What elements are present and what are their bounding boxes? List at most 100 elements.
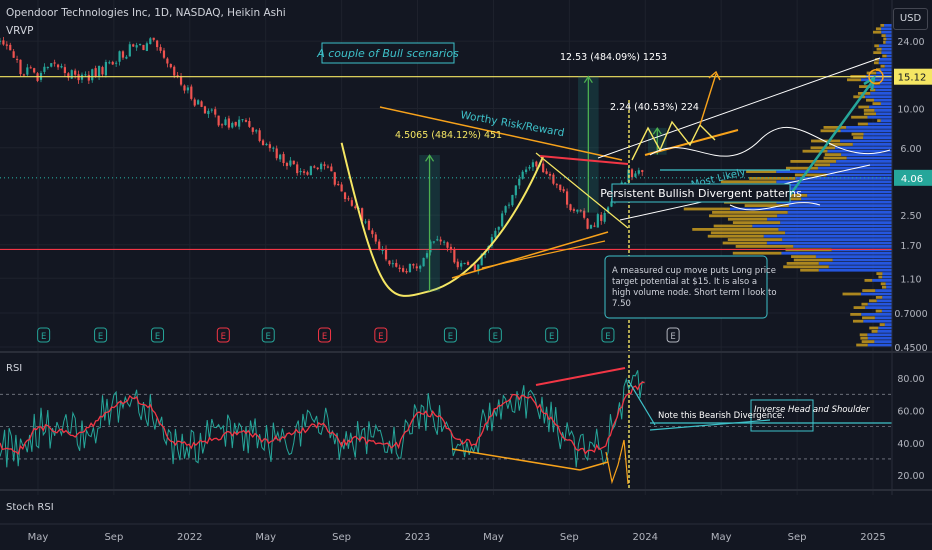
candle-body xyxy=(384,248,388,260)
candle-body xyxy=(224,119,227,125)
volume-profile-bar-up xyxy=(846,126,892,129)
volume-profile-bar-up xyxy=(766,241,892,245)
candle-body xyxy=(279,154,282,160)
volume-profile-bar-down xyxy=(732,251,782,255)
volume-profile-bar-down xyxy=(869,299,877,303)
candle-body xyxy=(91,69,94,81)
label-box-bull-scenarios xyxy=(321,42,455,64)
candle-body xyxy=(156,40,159,48)
label-persistent-divergence: Persistent Bullish Divergent patterns xyxy=(600,187,802,200)
candle-body xyxy=(275,148,278,159)
volume-profile-bar-down xyxy=(709,214,778,218)
candle-body xyxy=(460,263,463,267)
earnings-marker xyxy=(318,327,332,343)
candle-body xyxy=(203,106,207,114)
volume-profile-bar-up xyxy=(880,119,892,122)
volume-profile-bar-down xyxy=(863,109,875,112)
candle-body xyxy=(268,144,271,149)
volume-profile-bar-up xyxy=(795,177,892,180)
candle-body xyxy=(179,76,183,85)
price-tick-label: 2.50 xyxy=(900,211,921,222)
indicator-vrvp-label[interactable]: VRVP xyxy=(6,25,34,37)
volume-profile-bar-up xyxy=(815,255,892,258)
candle-body xyxy=(391,263,394,265)
projected-breakout-arrowhead xyxy=(708,70,721,81)
volume-profile-bar-up xyxy=(878,44,892,48)
label-box-persistent-divergence xyxy=(611,183,791,203)
candle-body xyxy=(559,184,562,191)
volume-profile-bar-up xyxy=(865,95,892,99)
callout-box-cup-target xyxy=(604,255,768,319)
volume-profile-bar-up xyxy=(776,170,892,173)
earnings-marker xyxy=(545,327,559,343)
candle-body xyxy=(251,127,254,132)
volume-profile-bar-down xyxy=(881,34,886,37)
volume-profile-bar-up xyxy=(867,343,892,347)
candle-body xyxy=(624,182,627,184)
candle-body xyxy=(272,147,275,149)
candle-body xyxy=(234,121,237,126)
volume-profile-bar-up xyxy=(863,132,892,136)
time-tick-label: Sep xyxy=(104,532,123,543)
volume-profile-bar-up xyxy=(767,217,892,221)
rsi-support-line xyxy=(451,448,581,471)
candle-body xyxy=(43,66,46,72)
candle-body xyxy=(9,44,12,51)
candle-body xyxy=(425,253,429,258)
candle-body xyxy=(378,241,381,250)
earnings-marker xyxy=(374,327,388,343)
volume-profile-bar-down xyxy=(862,316,875,320)
volume-profile-bar-up xyxy=(818,262,892,265)
candle-body xyxy=(128,44,131,57)
candle-body xyxy=(12,51,15,58)
candle-body xyxy=(316,167,319,169)
label-bull-scenarios: A couple of Bull scenarios xyxy=(316,47,459,60)
volume-profile-bar-down xyxy=(710,231,786,235)
earnings-marker xyxy=(37,327,51,343)
rsi-tick-label: 20.00 xyxy=(897,471,924,482)
candle-body xyxy=(572,209,576,211)
volume-profile-bar-up xyxy=(827,149,892,153)
candle-body xyxy=(603,213,606,222)
candle-body xyxy=(67,73,70,78)
volume-profile-bar-down xyxy=(713,224,753,228)
volume-profile-bar-up xyxy=(875,112,892,116)
rsi-tick-label: 80.00 xyxy=(897,374,924,385)
candle-body xyxy=(576,209,579,212)
volume-profile-bar-up xyxy=(832,258,892,262)
candle-body xyxy=(381,249,384,251)
candle-body xyxy=(364,221,367,223)
candle-body xyxy=(408,263,412,273)
volume-profile-bar-up xyxy=(780,221,892,224)
candle-body xyxy=(565,191,569,205)
volume-profile-bar-up xyxy=(882,275,892,279)
volume-profile-bar-down xyxy=(851,115,868,119)
volume-profile-bar-up xyxy=(830,163,892,167)
volume-profile-bar-down xyxy=(859,85,871,88)
candle-body xyxy=(241,119,244,121)
volume-profile-bar-up xyxy=(881,51,892,54)
volume-profile-bar-up xyxy=(884,323,892,326)
volume-profile-bar-up xyxy=(874,316,892,320)
candle-body xyxy=(593,225,596,227)
volume-profile-bar-up xyxy=(874,340,892,343)
candle-body xyxy=(220,124,224,126)
candle-body xyxy=(142,44,145,51)
candle-body xyxy=(261,140,265,146)
volume-profile-bar-down xyxy=(880,282,886,286)
candle-body xyxy=(480,254,483,266)
volume-profile-bar-up xyxy=(882,272,892,275)
rsi-pane-label: RSI xyxy=(6,363,22,374)
candle-body xyxy=(145,43,148,51)
volume-profile-bar-down xyxy=(722,241,767,245)
volume-profile-bar-up xyxy=(870,85,892,88)
candle-body xyxy=(446,242,449,248)
volume-profile-bar-up xyxy=(884,64,892,68)
label-measure-3: 2.24 (40.53%) 224 xyxy=(610,102,699,113)
volume-profile-bar-up xyxy=(752,224,892,228)
volume-profile-bar-up xyxy=(880,81,892,85)
time-tick-label: 2022 xyxy=(177,532,202,543)
measurement-arrow-head xyxy=(652,127,662,135)
currency-button[interactable]: USD xyxy=(893,8,928,30)
